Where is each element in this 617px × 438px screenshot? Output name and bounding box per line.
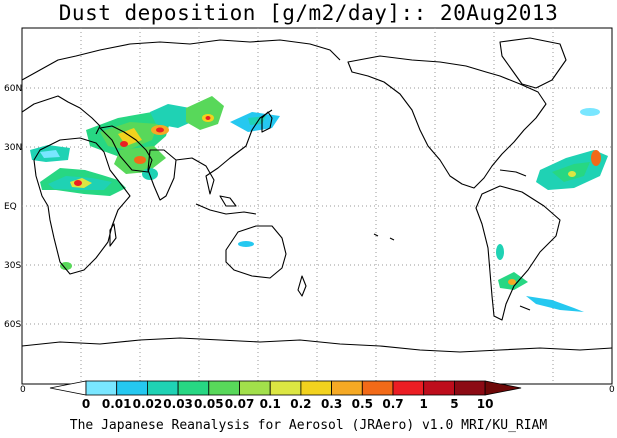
colorbar-tick-label: 1 — [420, 397, 428, 411]
colorbar-swatches — [49, 380, 522, 396]
colorbar-swatch — [423, 380, 455, 396]
colorbar-swatch — [208, 380, 240, 396]
colorbar-tick-label: 0.3 — [321, 397, 342, 411]
colorbar-tick-label: 0.7 — [382, 397, 403, 411]
map-content — [22, 28, 612, 384]
colorbar-swatch — [269, 380, 302, 396]
footer-credit: The Japanese Reanalysis for Aerosol (JRA… — [69, 418, 548, 433]
colorbar-tick-label: 0.03 — [163, 397, 193, 411]
colorbar-tick-label: 5 — [450, 397, 458, 411]
colorbar-edge-left: 0 — [20, 385, 26, 395]
colorbar-tick-label: 0.5 — [352, 397, 373, 411]
colorbar-swatch — [300, 380, 332, 396]
colorbar-tick-label: 0.07 — [225, 397, 255, 411]
lat-label-eq: EQ — [4, 202, 17, 212]
graticule — [22, 28, 612, 384]
colorbar-tick-label: 0.2 — [290, 397, 311, 411]
colorbar-tick-label: 0.01 — [102, 397, 132, 411]
colorbar-swatch — [177, 380, 210, 396]
colorbar-tick-label: 0.1 — [260, 397, 281, 411]
colorbar-labels: 0 0.01 0.02 0.03 0.05 0.07 0.1 0.2 0.3 0.5 0.7 1 5 10 — [82, 397, 494, 411]
colorbar-swatch — [146, 380, 179, 396]
colorbar-swatch — [331, 380, 363, 396]
lat-label-30s: 30S — [4, 261, 21, 271]
dust-shading — [30, 96, 608, 312]
colorbar-arrow-high — [484, 380, 522, 396]
colorbar-edge-right: 0 — [609, 385, 615, 395]
colorbar-swatch — [453, 380, 486, 396]
colorbar-tick-label: 0 — [82, 397, 90, 411]
lat-label-60n: 60N — [4, 84, 22, 94]
colorbar-swatch — [361, 380, 394, 396]
map-title: Dust deposition [g/m2/day]:: 20Aug2013 — [58, 1, 559, 25]
lat-label-30n: 30N — [4, 143, 22, 153]
colorbar-swatch — [85, 380, 118, 396]
colorbar-tick-label: 0.02 — [133, 397, 163, 411]
lat-label-60s: 60S — [4, 320, 21, 330]
colorbar-swatch — [239, 380, 271, 396]
latitude-axis: 60N 30N EQ 30S 60S — [4, 84, 22, 330]
colorbar-tick-label: 10 — [477, 397, 494, 411]
colorbar-tick-label: 0.05 — [194, 397, 224, 411]
colorbar-swatch — [116, 380, 148, 396]
colorbar: 0 0 0 0.01 0.02 0.03 0.05 0.07 0.1 0.2 0.3 0.5 0.7… — [20, 380, 615, 411]
colorbar-swatch — [392, 380, 425, 396]
coastlines — [22, 37, 612, 353]
